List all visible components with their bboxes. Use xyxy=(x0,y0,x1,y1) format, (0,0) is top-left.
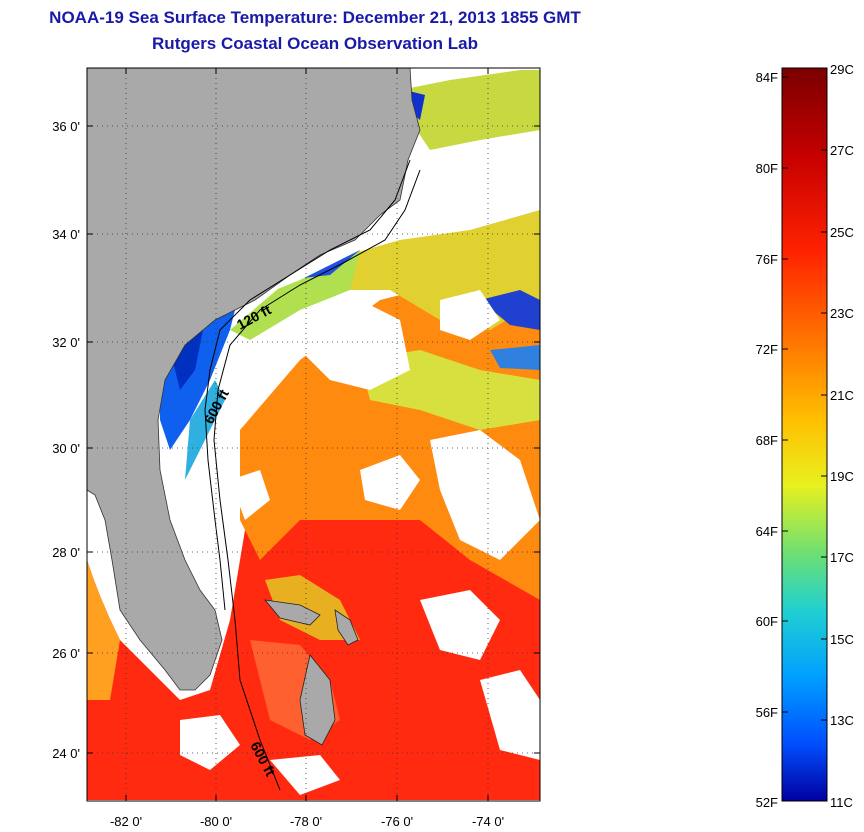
colorbar-gradient xyxy=(781,67,828,802)
temperature-colorbar: 84F 80F 76F 72F 68F 64F 60F 56F 52F 29C … xyxy=(756,62,854,810)
colorbar-f-label: 76F xyxy=(756,252,778,267)
colorbar-f-label: 52F xyxy=(756,795,778,810)
land-mass xyxy=(87,68,421,691)
bahamas-island xyxy=(299,654,336,746)
isobath-line xyxy=(204,159,411,611)
colorbar-f-label: 68F xyxy=(756,433,778,448)
map-ticks xyxy=(87,68,540,801)
lon-label: -82 0' xyxy=(110,814,142,829)
colorbar-c-label: 23C xyxy=(830,306,854,321)
colorbar-c-label: 11C xyxy=(830,795,853,810)
lat-label: 28 0' xyxy=(52,545,80,560)
colorbar-f-label: 72F xyxy=(756,342,778,357)
colorbar-f-label: 64F xyxy=(756,524,778,539)
abaco-island xyxy=(334,609,359,646)
colorbar-c-label: 21C xyxy=(830,388,854,403)
colorbar-f-label: 60F xyxy=(756,614,778,629)
lat-label: 26 0' xyxy=(52,646,80,661)
colorbar-c-label: 15C xyxy=(830,632,854,647)
colorbar-c-label: 13C xyxy=(830,713,854,728)
lon-label: -74 0' xyxy=(472,814,504,829)
map-panel: 120 ft 600 ft 600 ft xyxy=(87,68,540,801)
latitude-labels: 36 0' 34 0' 32 0' 30 0' 28 0' 26 0' 24 0… xyxy=(52,119,80,761)
lon-label: -80 0' xyxy=(200,814,232,829)
lat-label: 36 0' xyxy=(52,119,80,134)
lat-label: 34 0' xyxy=(52,227,80,242)
isobath-line xyxy=(213,169,421,791)
colorbar-f-label: 56F xyxy=(756,705,778,720)
map-title: NOAA-19 Sea Surface Temperature: Decembe… xyxy=(49,8,581,27)
map-frame xyxy=(86,67,541,802)
colorbar-c-label: 29C xyxy=(830,62,854,77)
colorbar-f-label: 80F xyxy=(756,161,778,176)
colorbar-c-label: 25C xyxy=(830,225,854,240)
lat-label: 32 0' xyxy=(52,335,80,350)
colorbar-f-label: 84F xyxy=(756,70,778,85)
map-subtitle: Rutgers Coastal Ocean Observation Lab xyxy=(152,34,478,53)
colorbar-c-label: 17C xyxy=(830,550,854,565)
colorbar-c-label: 19C xyxy=(830,469,854,484)
graticule xyxy=(87,68,540,801)
lon-label: -78 0' xyxy=(290,814,322,829)
lat-label: 24 0' xyxy=(52,746,80,761)
lat-label: 30 0' xyxy=(52,441,80,456)
lon-label: -76 0' xyxy=(381,814,413,829)
colorbar-c-label: 27C xyxy=(830,143,854,158)
longitude-labels: -82 0' -80 0' -78 0' -76 0' -74 0' xyxy=(110,814,504,829)
